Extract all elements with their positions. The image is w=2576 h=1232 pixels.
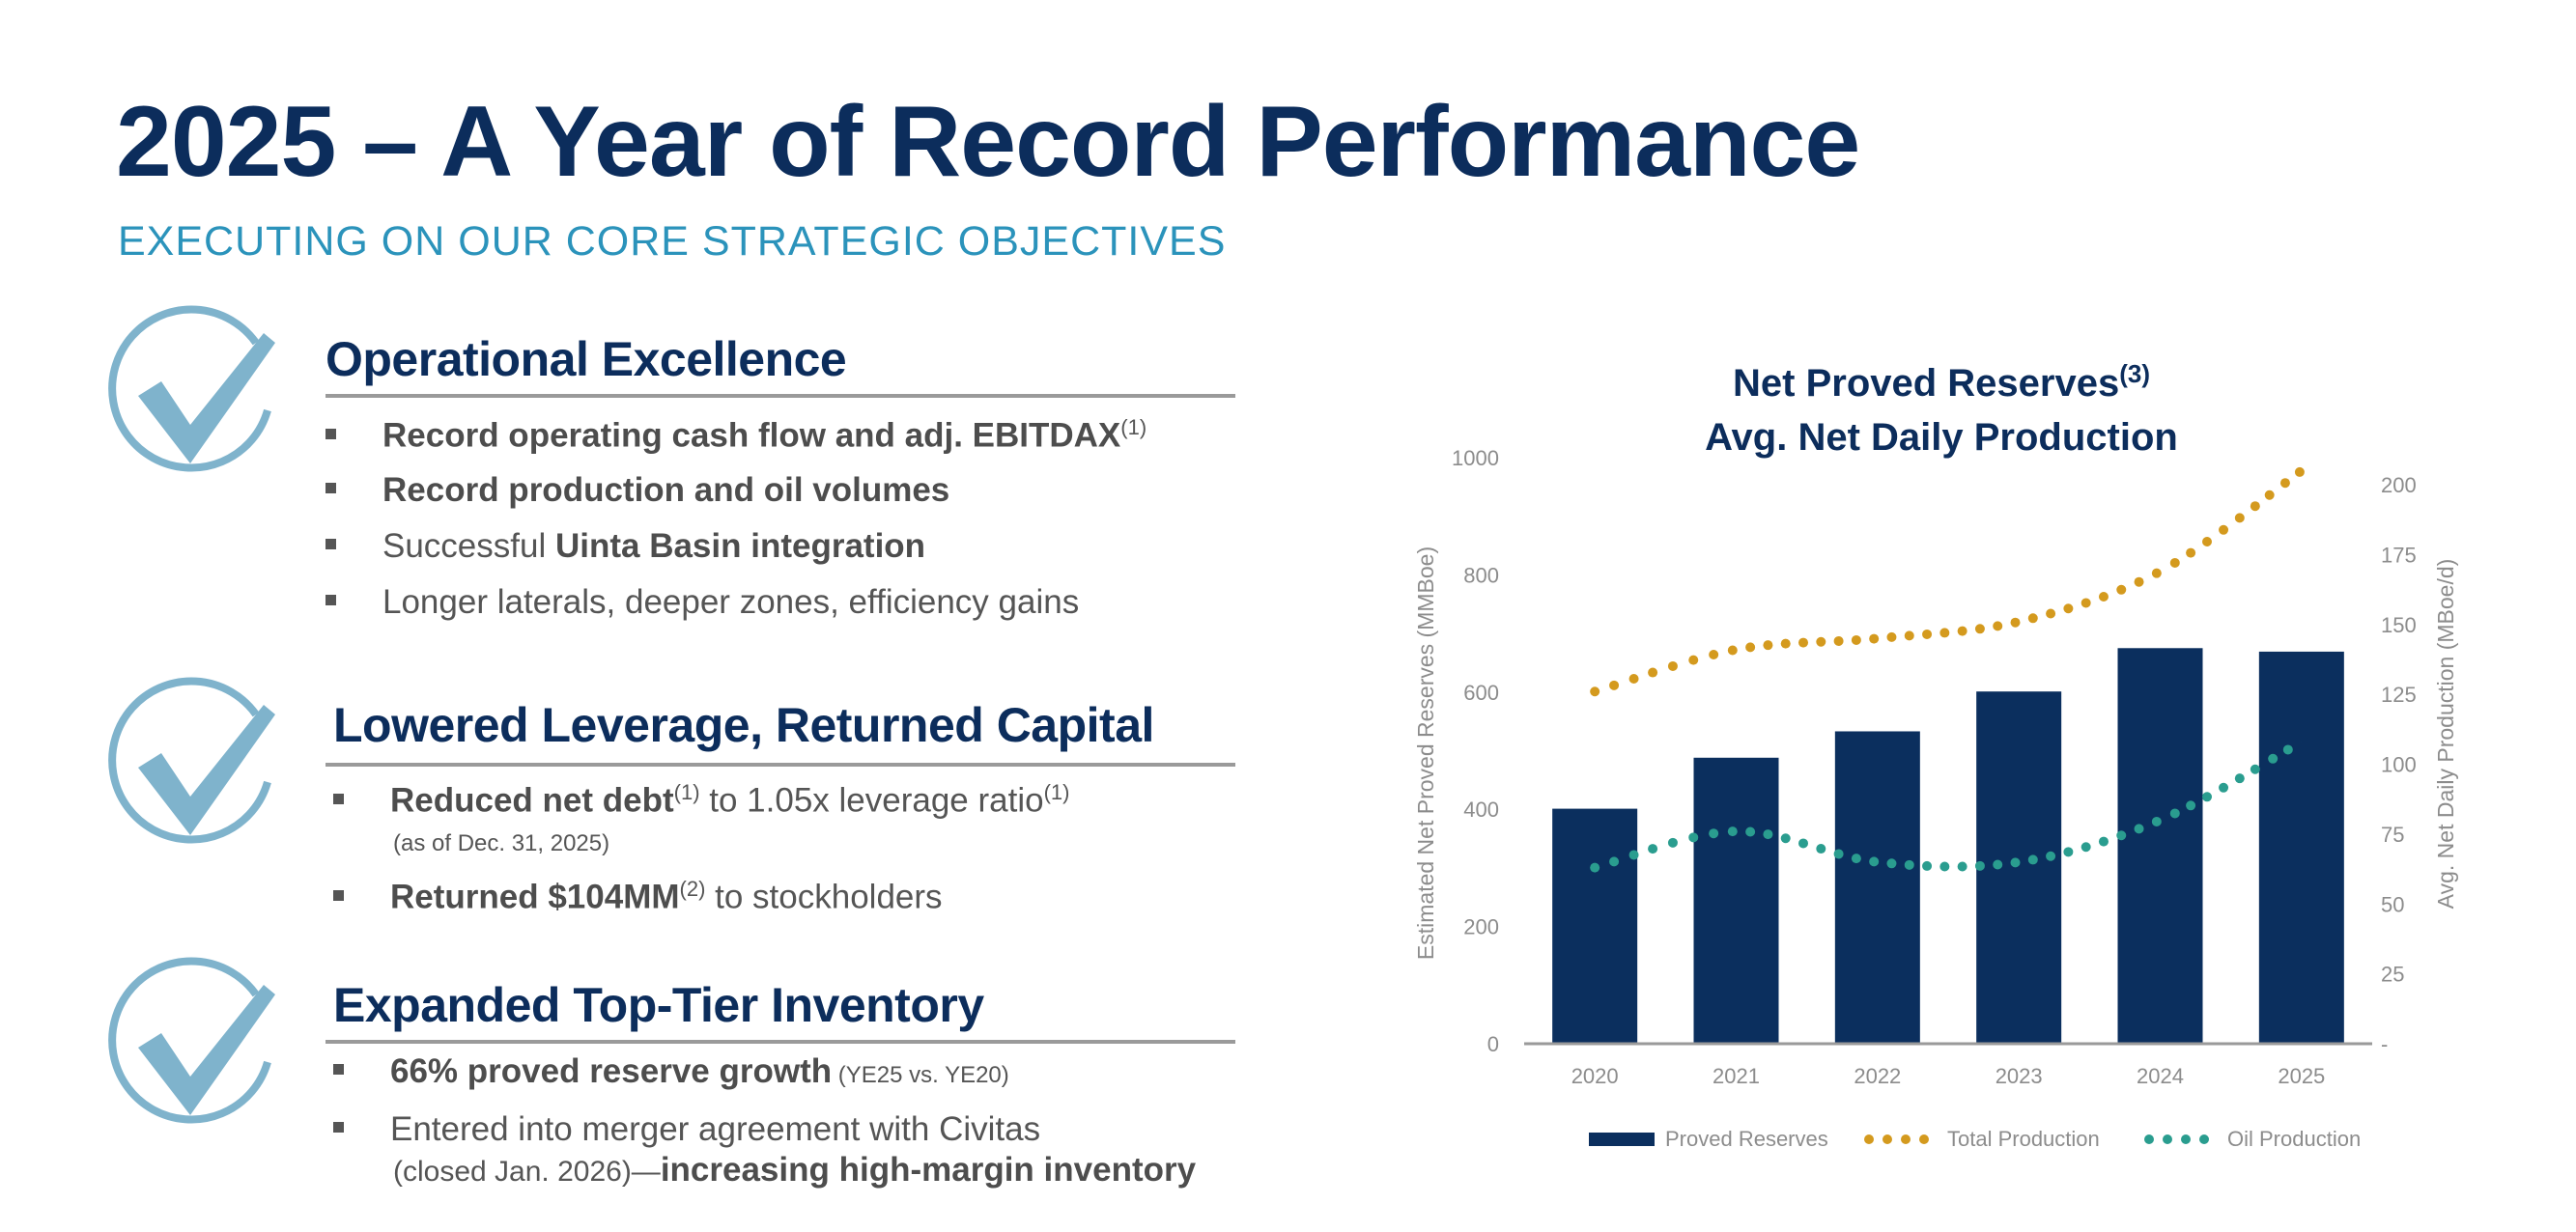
legend-label: Total Production xyxy=(1947,1127,2100,1151)
list-item: Entered into merger agreement with Civit… xyxy=(333,1110,1040,1149)
x-tick-label: 2025 xyxy=(2278,1064,2325,1088)
y2-tick-label: 150 xyxy=(2381,613,2417,637)
x-tick-label: 2020 xyxy=(1571,1064,1619,1088)
checkmark-circle-icon xyxy=(108,677,275,844)
bar-2020 xyxy=(1552,808,1638,1044)
legend-label: Proved Reserves xyxy=(1665,1127,1828,1151)
y-tick-label: 200 xyxy=(1463,915,1499,939)
y2-tick-label: 25 xyxy=(2381,963,2404,987)
y-tick-label: 400 xyxy=(1463,798,1499,822)
section-heading: Lowered Leverage, Returned Capital xyxy=(333,698,1154,752)
y2-tick-label: 175 xyxy=(2381,543,2417,567)
section-heading: Operational Excellence xyxy=(326,332,847,386)
y2-tick-label: - xyxy=(2381,1032,2388,1056)
legend-swatch-total-production xyxy=(1864,1134,1929,1144)
y2-axis-label: Avg. Net Daily Production (MBoe/d) xyxy=(2433,559,2458,910)
legend: Proved Reserves Total Production Oil Pro… xyxy=(1589,1127,2361,1151)
bar-2023 xyxy=(1976,691,2062,1044)
total-production-line xyxy=(1590,466,2305,697)
divider xyxy=(326,394,1235,398)
x-tick-label: 2023 xyxy=(1996,1064,2043,1088)
page-title: 2025 – A Year of Record Performance xyxy=(116,86,1860,198)
y2-tick-label: 75 xyxy=(2381,823,2404,847)
divider xyxy=(326,763,1235,767)
list-item: Longer laterals, deeper zones, efficienc… xyxy=(326,583,1079,622)
y-tick-label: 0 xyxy=(1487,1032,1499,1056)
chart-title-line1: Net Proved Reserves(3) xyxy=(1733,359,2150,405)
list-item-note: (as of Dec. 31, 2025) xyxy=(393,830,610,856)
legend-swatch-oil-production xyxy=(2144,1134,2209,1144)
y-tick-label: 600 xyxy=(1463,681,1499,705)
y2-tick-label: 200 xyxy=(2381,473,2417,497)
y2-tick-label: 100 xyxy=(2381,753,2417,777)
list-item: 66% proved reserve growth (YE25 vs. YE20… xyxy=(333,1052,1009,1091)
list-item: Reduced net debt(1) to 1.05x leverage ra… xyxy=(333,780,1069,821)
oil-production-line xyxy=(1590,742,2302,873)
list-item: Record operating cash flow and adj. EBIT… xyxy=(326,415,1146,456)
legend-label: Oil Production xyxy=(2227,1127,2361,1151)
x-tick-label: 2021 xyxy=(1713,1064,1760,1088)
bar-2025 xyxy=(2258,651,2344,1044)
y-axis-label: Estimated Net Proved Reserves (MMBoe) xyxy=(1413,546,1438,960)
legend-swatch-proved-reserves xyxy=(1589,1133,1655,1146)
x-tick-label: 2024 xyxy=(2137,1064,2184,1088)
checkmark-circle-icon xyxy=(108,957,275,1124)
list-item: Record production and oil volumes xyxy=(326,471,949,510)
list-item-continuation: (closed Jan. 2026)—increasing high-margi… xyxy=(393,1151,1197,1189)
y-tick-label: 800 xyxy=(1463,563,1499,587)
x-tick-label: 2022 xyxy=(1854,1064,1901,1088)
page-subtitle: EXECUTING ON OUR CORE STRATEGIC OBJECTIV… xyxy=(118,218,1227,265)
y2-tick-label: 50 xyxy=(2381,892,2404,916)
bar-2024 xyxy=(2117,648,2203,1044)
y2-tick-label: 125 xyxy=(2381,683,2417,707)
divider xyxy=(326,1040,1235,1044)
section-heading: Expanded Top-Tier Inventory xyxy=(333,978,984,1032)
bar-2021 xyxy=(1693,757,1779,1044)
y-tick-label: 1000 xyxy=(1452,446,1499,470)
chart-title-line2: Avg. Net Daily Production xyxy=(1705,416,2178,459)
bar-2022 xyxy=(1834,731,1920,1044)
list-item: Successful Uinta Basin integration xyxy=(326,527,925,566)
list-item: Returned $104MM(2) to stockholders xyxy=(333,877,943,917)
checkmark-circle-icon xyxy=(108,305,275,472)
